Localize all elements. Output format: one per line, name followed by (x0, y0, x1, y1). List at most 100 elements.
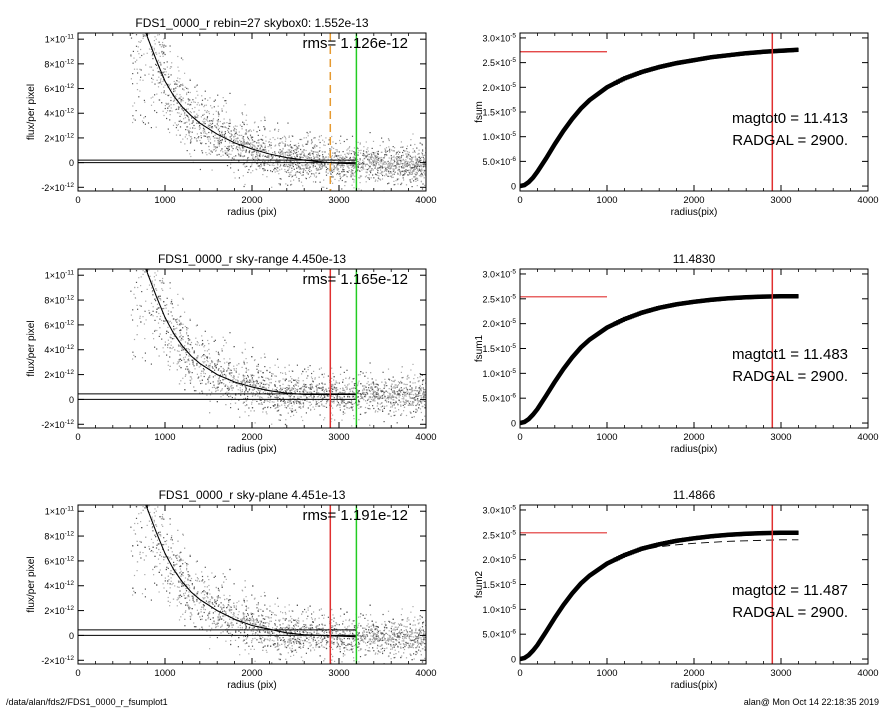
scatter-point (418, 156, 421, 158)
scatter-point (226, 165, 229, 167)
scatter-point (268, 378, 270, 380)
scatter-point (195, 325, 197, 327)
scatter-point (416, 177, 419, 179)
scatter-point (259, 129, 261, 131)
scatter-point (243, 143, 245, 145)
scatter-point (343, 140, 345, 143)
scatter-point (170, 334, 172, 336)
scatter-point (254, 146, 256, 148)
scatter-point (366, 382, 368, 385)
scatter-point (189, 371, 191, 373)
scatter-point (419, 159, 421, 161)
scatter-point (245, 371, 247, 373)
scatter-point (182, 327, 184, 329)
scatter-point (327, 172, 329, 174)
scatter-point (368, 161, 370, 163)
scatter-point (291, 167, 293, 169)
scatter-point (193, 124, 195, 127)
scatter-point (323, 186, 325, 188)
scatter-point (323, 419, 325, 421)
fsum-marker (691, 58, 696, 63)
scatter-point (203, 117, 206, 119)
scatter-point (325, 388, 327, 390)
scatter-point (299, 172, 302, 175)
scatter-point (271, 401, 273, 403)
scatter-point (371, 156, 373, 158)
scatter-point (170, 74, 172, 76)
scatter-point (411, 178, 413, 180)
fsum-marker (686, 59, 691, 64)
scatter-point (392, 380, 394, 382)
scatter-point (402, 395, 404, 397)
scatter-point (282, 151, 284, 153)
scatter-point (373, 160, 375, 162)
scatter-point (403, 171, 405, 173)
scatter-point (419, 142, 421, 144)
scatter-point (178, 319, 180, 321)
scatter-point (317, 168, 319, 170)
scatter-point (394, 183, 396, 186)
scatter-point (303, 387, 305, 389)
scatter-point (166, 103, 168, 105)
scatter-point (191, 348, 193, 350)
scatter-point (285, 163, 287, 165)
scatter-point (169, 67, 171, 69)
scatter-point (302, 385, 305, 388)
scatter-point (197, 116, 199, 119)
scatter-point (288, 385, 291, 387)
scatter-point (221, 348, 223, 350)
scatter-point (189, 343, 191, 346)
scatter-point (255, 155, 257, 158)
scatter-point (331, 147, 333, 149)
scatter-point (184, 117, 186, 119)
scatter-point (400, 404, 402, 406)
scatter-point (176, 112, 179, 114)
scatter-point (396, 394, 398, 396)
scatter-point (314, 144, 316, 146)
scatter-point (286, 144, 289, 146)
scatter-point (245, 358, 247, 360)
scatter-point (323, 376, 325, 378)
panel-2: 0 1000 2000 3000 400005.0×10-61.0×10-51.5×10… (474, 32, 879, 218)
scatter-point (178, 70, 180, 72)
scatter-point (284, 145, 286, 147)
scatter-point (158, 312, 160, 315)
scatter-point (198, 344, 201, 346)
scatter-point (333, 156, 335, 158)
scatter-point (291, 149, 293, 152)
scatter-point (264, 400, 266, 402)
scatter-point (182, 84, 184, 87)
scatter-point (402, 163, 404, 165)
scatter-point (228, 125, 230, 127)
scatter-point (209, 120, 211, 122)
scatter-point (260, 145, 262, 147)
scatter-point (336, 387, 338, 389)
scatter-point (384, 166, 386, 168)
scatter-point (257, 163, 259, 165)
scatter-point (180, 84, 182, 86)
scatter-point (364, 163, 366, 165)
scatter-point (400, 161, 402, 163)
scatter-point (165, 307, 167, 309)
scatter-point (293, 414, 295, 416)
scatter-point (277, 167, 279, 169)
scatter-point (413, 156, 415, 158)
scatter-point (342, 401, 344, 403)
fsum-marker (665, 63, 670, 68)
scatter-point (300, 181, 303, 183)
scatter-point (408, 164, 410, 166)
scatter-point (265, 140, 267, 142)
scatter-point (410, 167, 412, 169)
panel-3: 0 1000 2000 3000 4000-2×10-1202×10-124×10-12… (26, 252, 437, 455)
scatter-point (411, 397, 413, 399)
scatter-point (271, 157, 273, 159)
scatter-point (422, 381, 424, 383)
scatter-point (139, 304, 141, 307)
scatter-point (411, 186, 413, 188)
scatter-point (299, 401, 301, 403)
scatter-point (214, 339, 216, 341)
scatter-point (191, 108, 193, 110)
scatter-point (413, 180, 415, 182)
scatter-point (393, 165, 395, 167)
scatter-point (304, 399, 306, 401)
